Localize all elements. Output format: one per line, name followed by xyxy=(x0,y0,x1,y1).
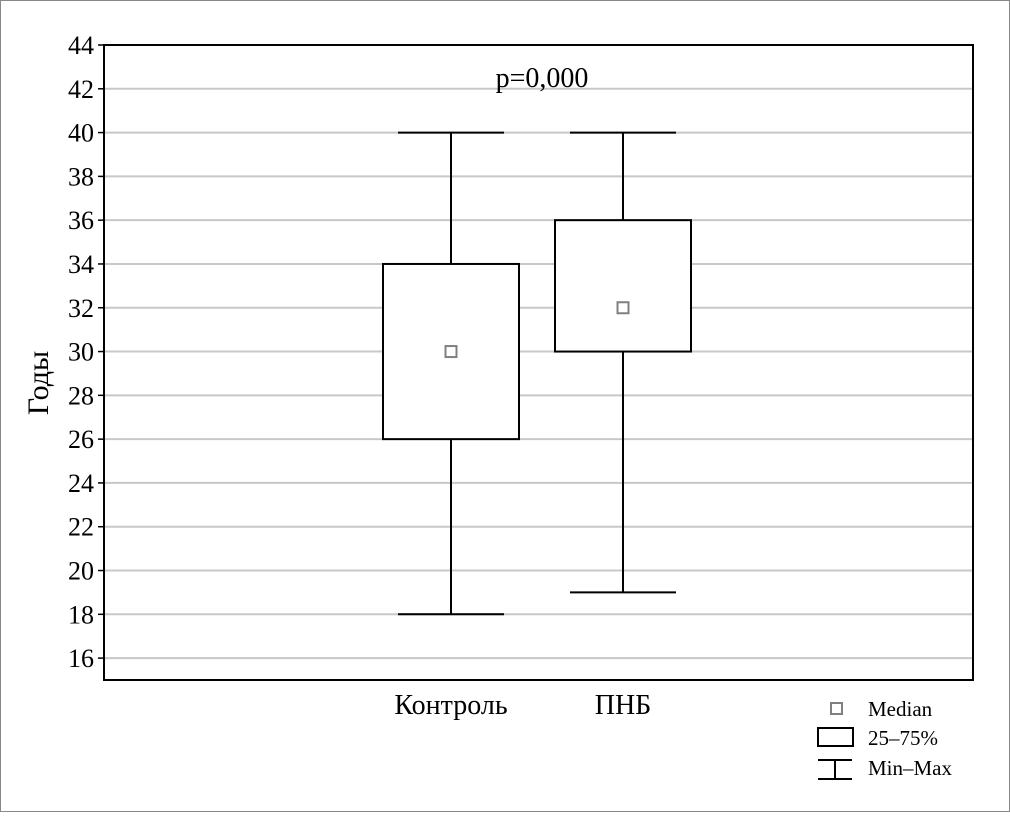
median-marker xyxy=(444,345,458,359)
legend-median-marker xyxy=(830,702,843,715)
box-2 xyxy=(554,131,692,594)
x-tick-label: ПНБ xyxy=(595,690,652,721)
y-axis-label: Годы xyxy=(22,351,55,415)
y-tick-label: 42 xyxy=(68,75,94,104)
legend: Median 25–75% Min–Max xyxy=(817,697,953,780)
y-tick-label: 34 xyxy=(68,250,94,279)
y-tick-label: 38 xyxy=(68,162,94,191)
y-tick-label: 20 xyxy=(68,557,94,586)
y-tick-label: 36 xyxy=(68,206,94,235)
median-marker xyxy=(616,301,630,315)
y-tick-label: 28 xyxy=(68,381,94,410)
y-tick-label: 44 xyxy=(68,31,94,60)
legend-whisker-marker xyxy=(818,759,852,780)
y-tick-label: 22 xyxy=(68,513,94,542)
y-tick-label: 40 xyxy=(68,119,94,148)
iqr-box xyxy=(554,219,692,353)
y-tick-label: 24 xyxy=(68,469,94,498)
y-tick-label: 30 xyxy=(68,338,94,367)
y-tick-label: 26 xyxy=(68,425,94,454)
y-tick-label: 32 xyxy=(68,294,94,323)
y-tick-label: 16 xyxy=(68,644,94,673)
legend-whisker-label: Min–Max xyxy=(868,756,953,780)
plot-area-frame xyxy=(103,44,974,681)
y-tick-label: 18 xyxy=(68,600,94,629)
box-1 xyxy=(382,131,520,616)
legend-median-label: Median xyxy=(868,697,933,721)
x-tick-label: Контроль xyxy=(394,690,507,721)
p-value-annotation: p=0,000 xyxy=(496,63,589,94)
legend-box-label: 25–75% xyxy=(868,726,938,750)
legend-box-marker xyxy=(817,727,854,747)
